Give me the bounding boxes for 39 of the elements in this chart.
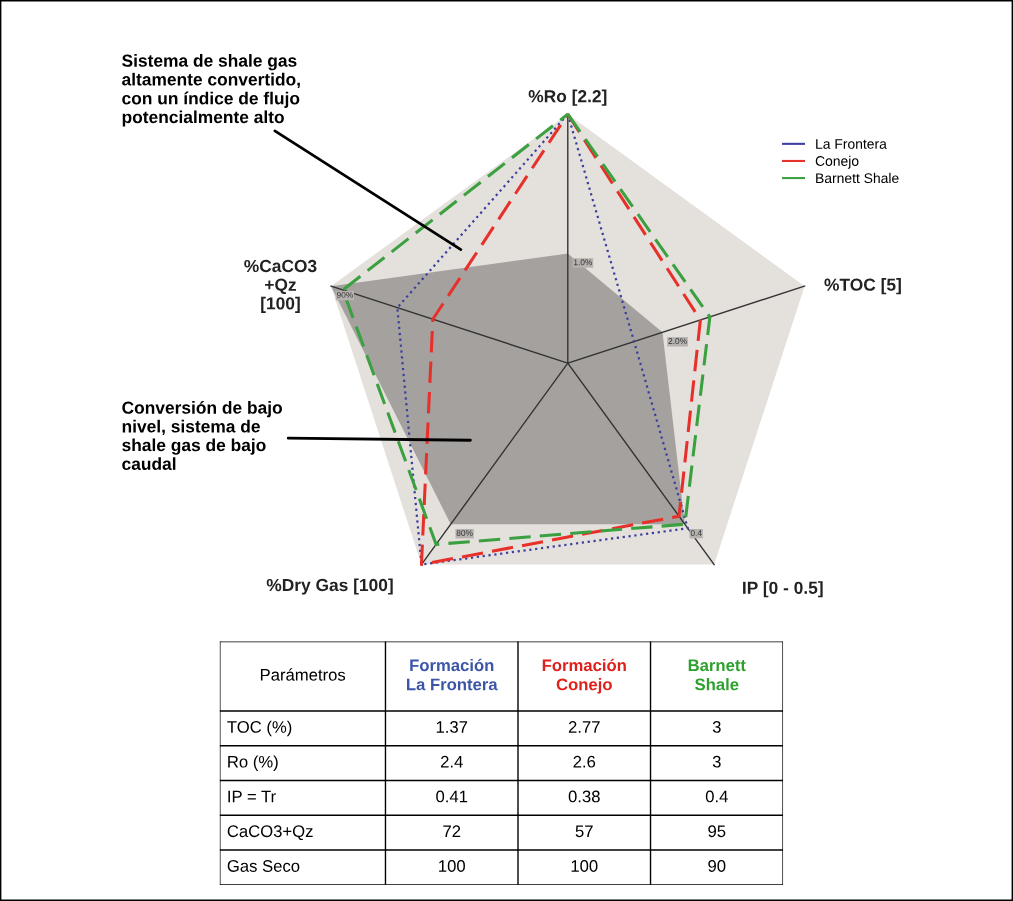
legend-label: Barnett Shale	[688, 659, 746, 691]
spoke-label: IP [0 - 0.5]	[743, 581, 823, 598]
text: 2.0%	[668, 338, 687, 345]
data-label: 1.37	[436, 721, 468, 733]
category-label: TOC (%)	[227, 720, 292, 737]
text: 90%	[336, 291, 353, 298]
category-label: IP = Tr	[228, 790, 276, 803]
data-label: 57	[575, 825, 593, 838]
legend-label: Barnett Shale	[816, 172, 899, 184]
legend-label: Formación La Frontera	[407, 658, 498, 691]
data-label: 95	[708, 825, 726, 838]
category-label: Ro (%)	[228, 755, 278, 771]
spoke-label: %CaCO3 +Qz [100]	[244, 259, 317, 313]
legend-title: Parámetros	[260, 668, 346, 681]
data-label: 2.77	[568, 721, 600, 733]
spoke-label: %Dry Gas [100]	[266, 578, 393, 595]
legend-label: La Frontera	[816, 139, 887, 149]
data-label: 100	[571, 860, 598, 872]
legend-label: Conejo	[815, 155, 859, 169]
data-label: 0.4	[705, 790, 728, 803]
data-label: 0.41	[436, 790, 468, 803]
data-label: 0.38	[568, 790, 600, 803]
text: 0.4	[690, 530, 702, 536]
text: Conversión de bajo nivel, sistema de shale gas de bajo caudal	[122, 400, 282, 471]
data-label: 3	[712, 721, 721, 733]
text: 1.0%	[573, 259, 593, 266]
category-label: CaCO3+Qz	[227, 825, 313, 841]
text: Sistema de shale gas altamente convertido, con un índice de flujo potencialmente alto	[122, 54, 300, 127]
spoke-label: %Ro [2.2]	[528, 89, 607, 106]
category-label: Gas Seco	[227, 860, 300, 872]
data-label: 90	[708, 860, 726, 872]
text: 80%	[456, 530, 473, 536]
legend-label: Formación Conejo	[542, 658, 626, 694]
data-label: 2.4	[440, 755, 463, 768]
data-label: 3	[712, 755, 721, 768]
data-label: 100	[439, 860, 465, 872]
spoke-label: %TOC [5]	[824, 278, 901, 295]
data-label: 2.6	[573, 755, 596, 768]
data-label: 72	[443, 825, 461, 837]
